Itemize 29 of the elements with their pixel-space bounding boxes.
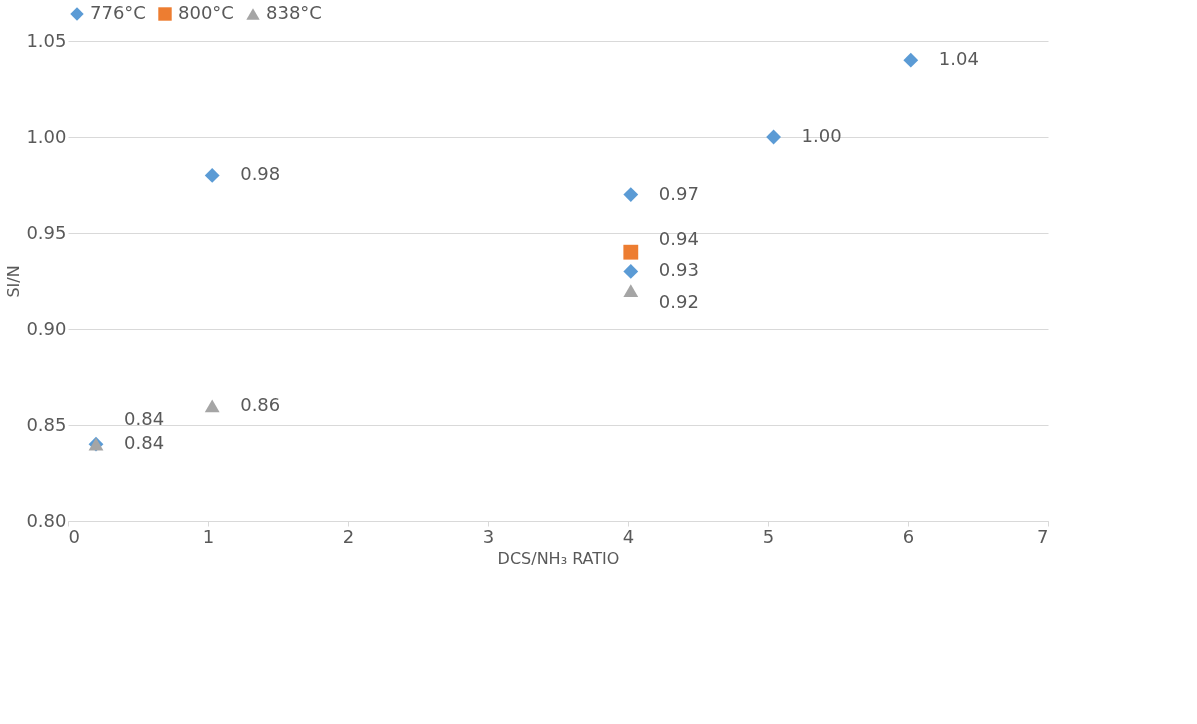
x-tick-label: 1 <box>202 525 215 547</box>
x-tick-label: 7 <box>1037 525 1049 547</box>
legend-label: 800°C <box>178 2 234 23</box>
y-tick-label: 1.05 <box>26 29 67 51</box>
x-tick-label: 2 <box>342 525 355 547</box>
y-tick-label: 0.95 <box>26 221 67 243</box>
data-label: 0.94 <box>658 228 699 250</box>
data-label: 0.92 <box>658 290 699 312</box>
data-label: 0.84 <box>124 408 165 430</box>
legend-label: 776°C <box>90 2 146 23</box>
y-tick-label: 0.80 <box>26 509 67 531</box>
x-tick-label: 6 <box>902 525 915 547</box>
data-label: 1.04 <box>938 48 979 70</box>
data-label: 0.86 <box>240 393 281 415</box>
data-label: 1.00 <box>801 125 842 146</box>
x-tick-label: 5 <box>762 525 775 547</box>
x-tick-label: 0 <box>68 525 80 547</box>
legend-label: 838°C <box>266 2 322 23</box>
x-axis-title: DCS/NH₃ RATIO <box>497 548 620 568</box>
y-tick-label: 0.85 <box>26 413 67 435</box>
data-label: 0.98 <box>240 163 281 185</box>
x-tick-label: 4 <box>622 525 635 547</box>
y-tick-label: 0.90 <box>26 317 67 339</box>
data-label: 0.93 <box>658 259 699 281</box>
data-label: 0.84 <box>124 432 165 454</box>
y-axis-title: SI/N <box>4 265 24 298</box>
data-label: 0.97 <box>658 182 699 204</box>
x-tick-label: 3 <box>482 525 495 547</box>
y-tick-label: 1.00 <box>26 125 67 147</box>
